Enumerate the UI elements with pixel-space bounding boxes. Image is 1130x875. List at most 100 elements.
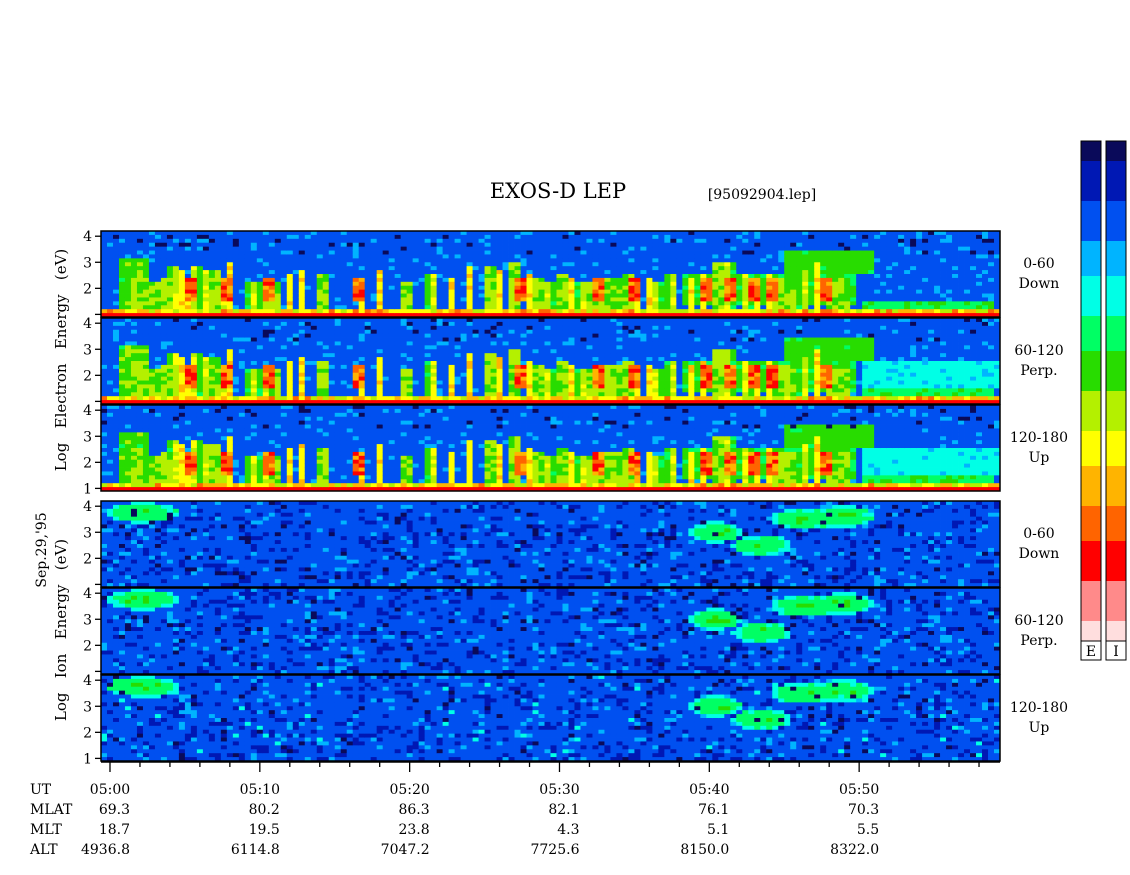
heatmap-cell <box>106 305 114 310</box>
heatmap-cell <box>292 274 300 279</box>
heatmap-cell <box>922 301 929 306</box>
heatmap-cell <box>862 270 869 275</box>
heatmap-cell <box>646 262 653 267</box>
heatmap-cell <box>268 270 276 275</box>
heatmap-cell <box>328 349 336 354</box>
heatmap-cell <box>796 238 803 244</box>
heatmap-cell <box>382 333 390 338</box>
heatmap-cell <box>634 285 641 291</box>
heatmap-cell <box>226 337 234 342</box>
heatmap-cell <box>610 281 617 287</box>
heatmap-cell <box>514 305 521 310</box>
heatmap-cell <box>718 238 725 244</box>
heatmap-cell <box>538 325 545 331</box>
heatmap-cell <box>616 305 623 310</box>
heatmap-cell <box>280 234 288 240</box>
heatmap-cell <box>328 277 336 283</box>
heatmap-cell <box>574 231 581 236</box>
heatmap-cell <box>730 305 737 310</box>
heatmap-cell <box>580 309 587 314</box>
heatmap-cell <box>328 329 336 335</box>
heatmap-cell <box>904 297 911 302</box>
heatmap-cell <box>610 258 617 263</box>
heatmap-cell <box>970 262 977 267</box>
heatmap-cell <box>310 246 318 251</box>
heatmap-cell <box>880 289 887 294</box>
heatmap-cell <box>352 262 360 267</box>
heatmap-cell <box>916 231 923 236</box>
heatmap-cell <box>238 254 246 259</box>
heatmap-cell <box>244 321 252 327</box>
heatmap-cell <box>640 246 647 251</box>
heatmap-cell <box>496 270 503 275</box>
heatmap-cell <box>628 289 635 294</box>
heatmap-cell <box>340 309 348 314</box>
heatmap-cell <box>220 238 228 244</box>
heatmap-cell <box>412 341 420 346</box>
heatmap-cell <box>502 368 509 374</box>
heatmap-cell <box>880 309 887 314</box>
heatmap-cell <box>664 305 671 310</box>
heatmap-cell <box>358 309 366 314</box>
heatmap-cell <box>700 289 707 294</box>
heatmap-cell <box>772 313 779 318</box>
heatmap-cell <box>664 289 671 294</box>
heatmap-cell <box>101 274 108 279</box>
heatmap-cell <box>544 380 551 385</box>
heatmap-cell <box>304 246 312 251</box>
heatmap-cell <box>682 293 689 298</box>
heatmap-cell <box>238 325 246 331</box>
heatmap-cell <box>484 392 491 397</box>
heatmap-cell <box>574 262 581 267</box>
heatmap-cell <box>202 254 210 259</box>
heatmap-cell <box>490 301 497 306</box>
heatmap-cell <box>862 289 869 294</box>
heatmap-cell <box>616 231 623 236</box>
heatmap-cell <box>508 242 515 248</box>
heatmap-cell <box>736 277 743 283</box>
heatmap-cell <box>520 333 527 338</box>
heatmap-cell <box>112 345 120 350</box>
heatmap-cell <box>898 281 905 287</box>
heatmap-cell <box>442 357 450 362</box>
heatmap-cell <box>436 285 444 291</box>
heatmap-cell <box>556 341 563 346</box>
heatmap-cell <box>868 254 875 259</box>
heatmap-cell <box>970 254 977 259</box>
heatmap-cell <box>832 234 839 240</box>
heatmap-cell <box>856 231 863 236</box>
heatmap-cell <box>334 380 342 385</box>
heatmap-cell <box>184 281 192 287</box>
heatmap-cell <box>892 270 899 275</box>
heatmap-cell <box>838 231 845 236</box>
heatmap-cell <box>904 238 911 244</box>
heatmap-cell <box>184 266 192 271</box>
heatmap-cell <box>688 250 695 255</box>
heatmap-cell <box>250 321 258 327</box>
heatmap-cell <box>406 345 414 350</box>
heatmap-cell <box>448 293 455 298</box>
heatmap-cell <box>496 238 503 244</box>
heatmap-cell <box>514 293 521 298</box>
heatmap-cell <box>430 361 438 366</box>
heatmap-cell <box>130 329 138 335</box>
heatmap-cell <box>166 364 174 370</box>
heatmap-cell <box>334 281 342 287</box>
heatmap-cell <box>340 266 348 271</box>
heatmap-cell <box>388 234 396 240</box>
heatmap-cell <box>172 376 180 381</box>
heatmap-cell <box>436 368 444 374</box>
heatmap-cell <box>232 376 240 381</box>
heatmap-cell <box>436 337 444 342</box>
heatmap-cell <box>142 384 150 389</box>
heatmap-cell <box>148 318 156 323</box>
heatmap-cell <box>736 238 743 244</box>
heatmap-cell <box>400 313 408 318</box>
heatmap-cell <box>508 289 515 294</box>
heatmap-cell <box>112 250 120 255</box>
heatmap-cell <box>544 384 551 389</box>
heatmap-cell <box>172 396 180 401</box>
heatmap-cell <box>538 293 545 298</box>
heatmap-cell <box>256 396 264 401</box>
heatmap-cell <box>256 392 264 397</box>
